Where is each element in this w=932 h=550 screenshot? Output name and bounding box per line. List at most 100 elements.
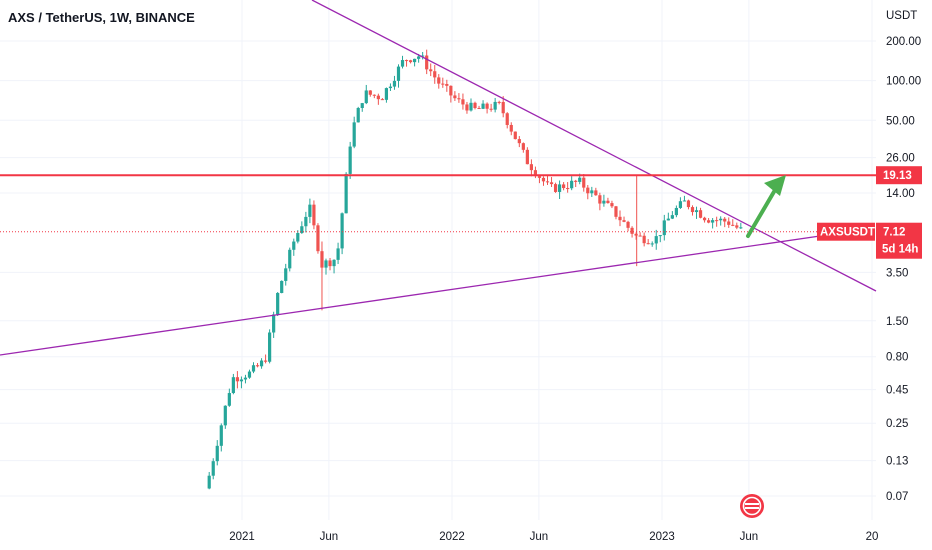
candle-body (541, 177, 546, 182)
candle-body (384, 88, 389, 100)
candle-body (457, 98, 461, 100)
candle-body (529, 164, 533, 171)
candle-body (312, 204, 316, 226)
candle-body (481, 103, 485, 109)
candle-body (549, 182, 554, 185)
price-tick-label: 0.25 (886, 418, 908, 430)
candle-body (437, 77, 441, 84)
candle-body (674, 207, 678, 216)
candle-body (682, 200, 687, 202)
candle-body (364, 90, 368, 104)
resistance-tag: 19.13 (876, 166, 922, 185)
candles (207, 49, 743, 490)
time-tick-label: 20 (866, 531, 879, 543)
time-tick-label: Jun (530, 531, 549, 543)
candle-body (400, 60, 405, 67)
candle-body (408, 60, 413, 63)
candle-body (211, 461, 215, 476)
candle-body (694, 210, 699, 213)
candle-body (296, 233, 300, 242)
time-tick-label: 2023 (649, 531, 675, 543)
candle-body (259, 360, 264, 367)
descending-trendline (311, 0, 877, 292)
candle-body (630, 227, 634, 234)
candle-body (658, 235, 662, 237)
price-tick-label: 3.50 (886, 267, 908, 279)
candle-body (477, 108, 481, 110)
candle-body (602, 200, 606, 204)
candle-body (731, 224, 735, 226)
candle-body (404, 60, 409, 62)
candle-body (557, 184, 562, 192)
chart-title: AXS / TetherUS, 1W, BINANCE (8, 10, 195, 25)
candle-body (352, 122, 356, 147)
candle-body (268, 332, 272, 362)
candle-body (380, 99, 384, 101)
resistance-tag-bg (876, 166, 922, 185)
candle-body (272, 314, 276, 333)
candle-body (497, 101, 501, 103)
candle-body (686, 200, 691, 208)
candle-body (638, 235, 642, 237)
price-tick-label: 50.00 (886, 115, 915, 127)
candle-body (513, 131, 517, 140)
candle-body (739, 227, 743, 229)
last-price-value: 7.12 (883, 227, 905, 239)
candle-body (614, 206, 618, 217)
price-tick-label: 0.80 (886, 352, 908, 364)
candle-body (473, 102, 477, 109)
price-tick-label: 100.00 (886, 76, 921, 88)
candle-body (251, 365, 256, 372)
time-tick-label: 2022 (439, 531, 465, 543)
candle-body (537, 176, 542, 178)
candle-body (372, 94, 376, 96)
candle-body (711, 220, 715, 223)
price-tick-label: 0.13 (886, 456, 908, 468)
candle-body (525, 149, 529, 165)
candle-body (461, 99, 465, 105)
candle-body (425, 55, 429, 70)
symbol-tag: AXSUSDT (817, 222, 875, 241)
candle-body (545, 181, 550, 183)
price-tick-label: 0.45 (886, 385, 908, 397)
candle-body (207, 475, 211, 489)
candle-body (433, 71, 437, 78)
time-axis[interactable]: 2021 Jun 2022 Jun 2023 Jun 20 (229, 531, 878, 543)
candle-body (276, 292, 280, 315)
candle-body (570, 180, 574, 189)
candle-body (421, 55, 425, 57)
candle-body (719, 218, 723, 221)
candle-body (284, 268, 288, 281)
candle-body (654, 236, 658, 244)
candle-body (308, 204, 312, 217)
candle-body (247, 371, 252, 378)
price-axis-unit: USDT (886, 10, 917, 22)
candle-body (445, 83, 449, 86)
candle-body (626, 221, 630, 228)
price-tick-label: 1.50 (886, 316, 908, 328)
candle-body (280, 280, 284, 293)
candle-body (590, 190, 594, 194)
candle-body (501, 101, 505, 114)
candle-body (642, 235, 646, 244)
candle-body (340, 213, 344, 249)
candle-body (292, 241, 296, 250)
price-tick-label: 26.00 (886, 153, 915, 165)
last-price-tag: 7.12 5d 14h (876, 222, 922, 259)
candle-body (465, 104, 469, 111)
candle-body (562, 184, 566, 189)
candle-body (670, 215, 674, 219)
candle-body (255, 365, 260, 367)
candle-body (449, 85, 453, 96)
price-tick-label: 14.00 (886, 188, 915, 200)
candle-body (356, 108, 360, 123)
candle-body (348, 146, 352, 174)
candle-body (666, 218, 670, 221)
candle-body (678, 201, 683, 208)
candle-body (553, 184, 558, 192)
price-axis[interactable]: USDT 200.00 100.00 50.00 26.00 14.00 3.50 1.50 0… (886, 10, 921, 503)
countdown-value: 5d 14h (882, 244, 918, 256)
candle-body (429, 69, 433, 72)
candle-body (300, 226, 304, 234)
